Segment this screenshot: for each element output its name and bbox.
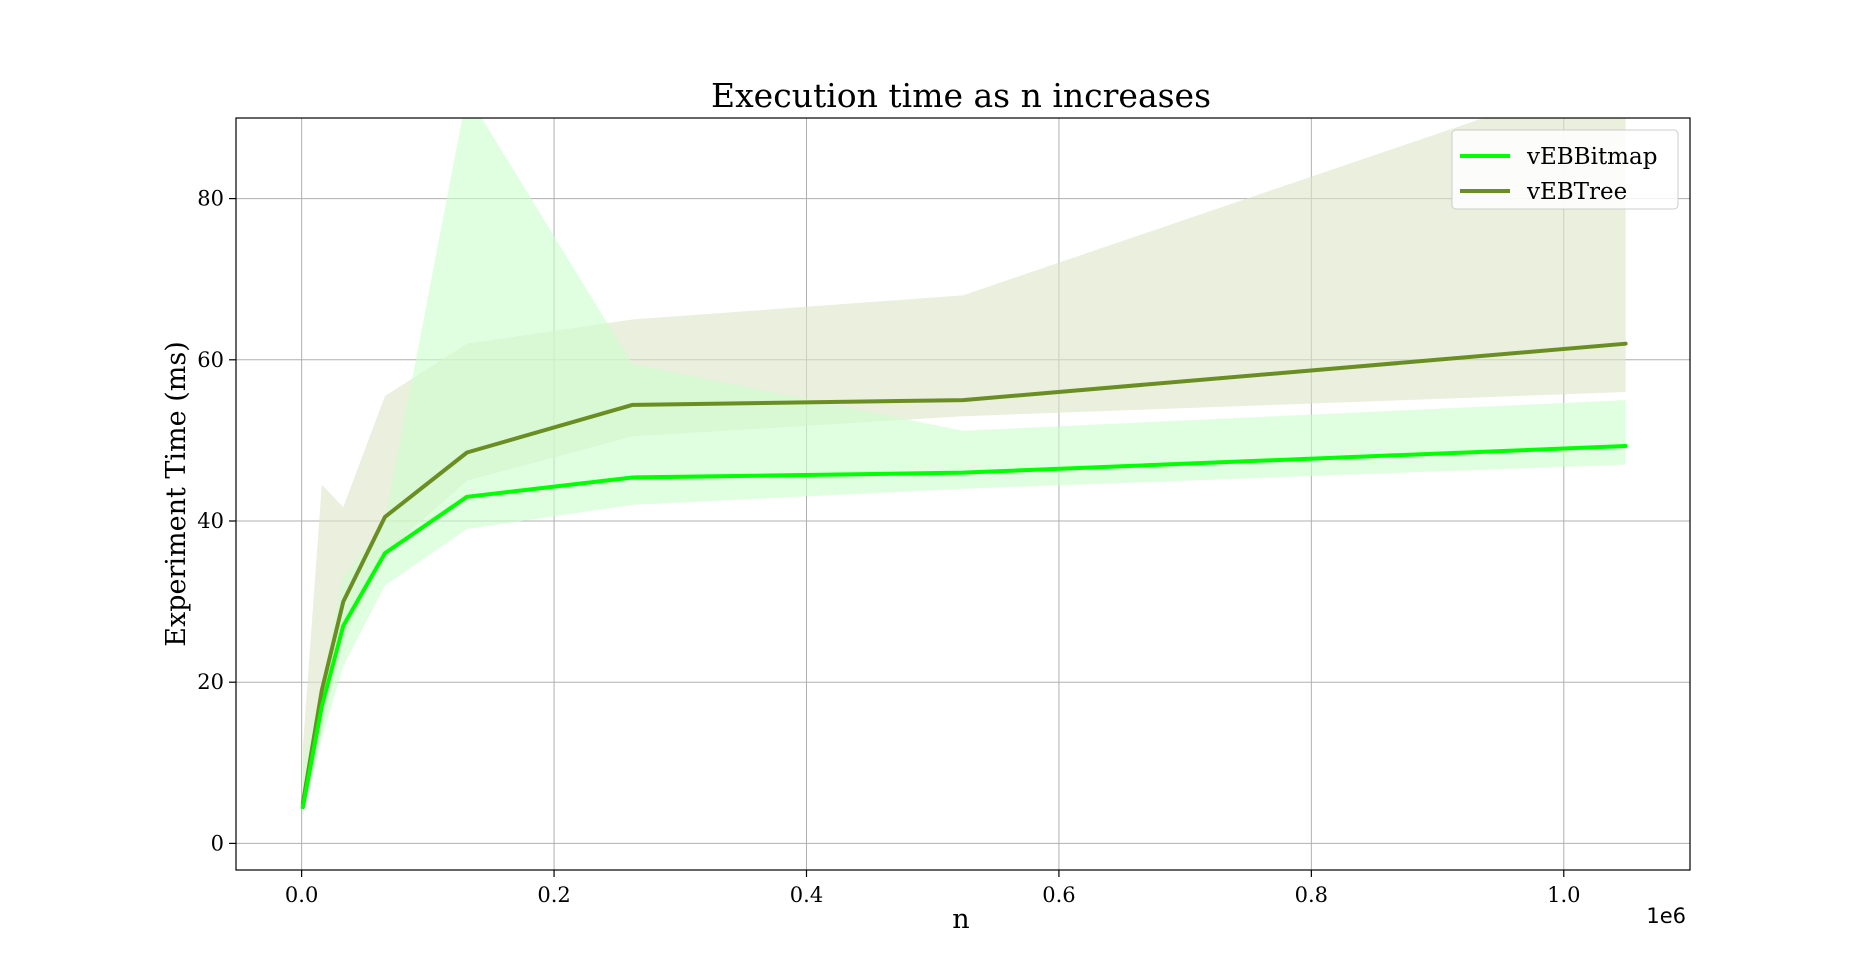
x-axis-label: n (952, 904, 969, 935)
y-axis-label: Experiment Time (ms) (161, 341, 192, 646)
x-tick-label: 0.8 (1295, 883, 1328, 907)
chart-title: Execution time as n increases (711, 76, 1211, 115)
y-tick-label: 80 (197, 187, 224, 211)
x-tick-label: 0.2 (537, 883, 570, 907)
legend-label: vEBBitmap (1526, 144, 1657, 170)
y-tick-label: 0 (211, 831, 224, 855)
plot-area: 0.0 0.2 0.4 0.6 0.8 1.0 0 20 40 60 80 (197, 117, 1691, 907)
confidence-band (302, 118, 1626, 816)
confidence-band (302, 118, 1626, 816)
series-layer (300, 118, 1628, 816)
series-line (300, 444, 1628, 810)
legend-label: vEBTree (1526, 179, 1627, 205)
y-tick-label: 20 (197, 670, 224, 694)
plot-frame (235, 117, 1691, 871)
y-tick-label: 40 (197, 509, 224, 533)
x-offset-label: 1e6 (1646, 904, 1686, 928)
legend: vEBBitmap vEBTree (1451, 129, 1679, 210)
x-tick-label: 0.6 (1042, 883, 1075, 907)
x-tick-label: 1.0 (1547, 883, 1580, 907)
x-tick-label: 0.0 (285, 883, 318, 907)
series-line (300, 341, 1628, 806)
y-tick-label: 60 (197, 348, 224, 372)
x-tick-label: 0.4 (790, 883, 823, 907)
